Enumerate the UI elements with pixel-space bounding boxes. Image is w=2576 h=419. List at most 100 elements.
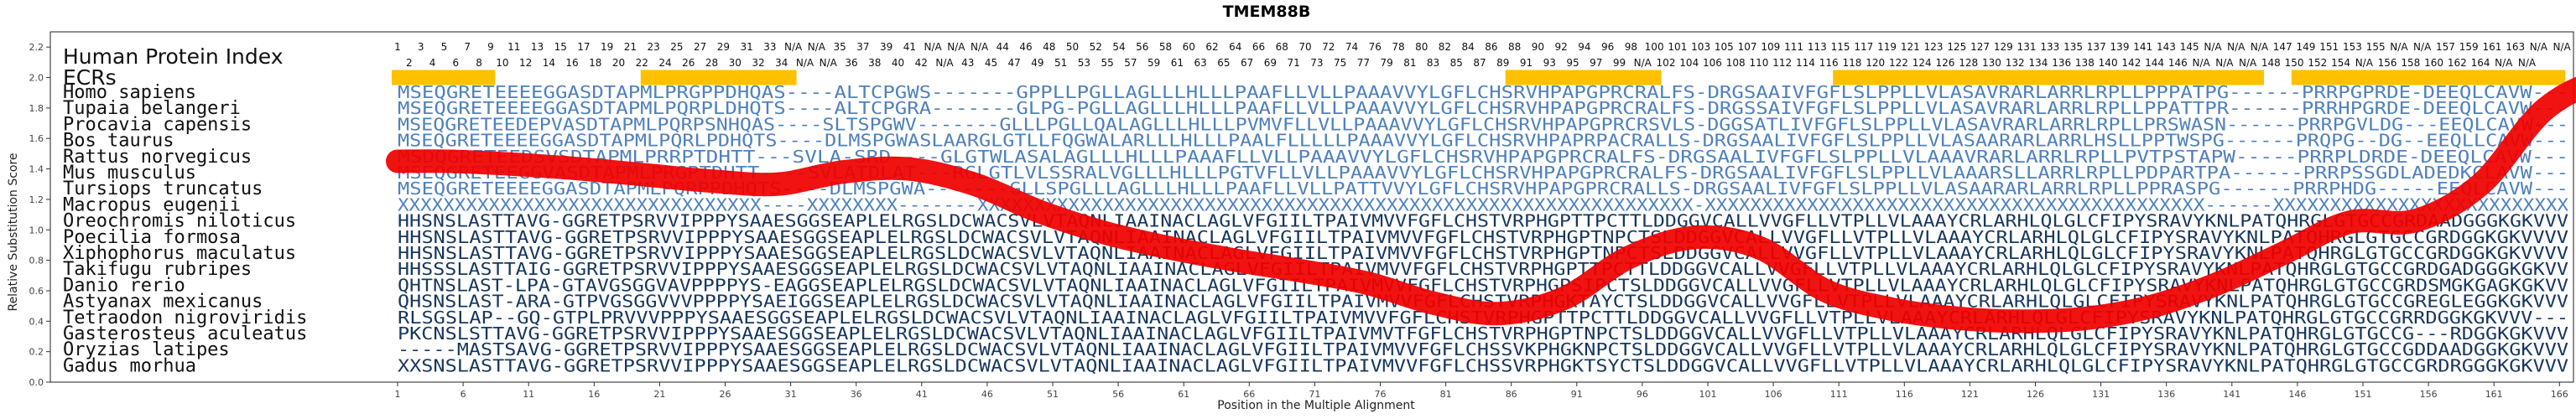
x-tick-label: 41 xyxy=(916,389,928,400)
human-index-number: N/A xyxy=(2553,41,2572,53)
human-index-number: 89 xyxy=(1496,57,1509,69)
human-index-number: 62 xyxy=(1205,41,1218,53)
species-name: Poecilia formosa xyxy=(63,227,241,248)
human-index-number: 150 xyxy=(2285,57,2304,69)
human-index-number: 126 xyxy=(1935,57,1954,69)
human-index-number: 136 xyxy=(2052,57,2071,69)
human-index-number: 140 xyxy=(2099,57,2118,69)
human-index-number: N/A xyxy=(947,41,965,53)
substitution-curve xyxy=(386,76,2576,334)
human-index-number: N/A xyxy=(2518,57,2537,69)
human-index-number: 55 xyxy=(1101,57,1114,69)
y-tick-label: 1.6 xyxy=(29,133,44,144)
human-index-number: 134 xyxy=(2028,57,2048,69)
human-index-number: 5 xyxy=(441,41,448,53)
human-index-number: 111 xyxy=(1784,41,1803,53)
x-tick-label: 11 xyxy=(523,389,534,400)
human-index-number: 96 xyxy=(1601,41,1614,53)
species-name: Oryzias latipes xyxy=(63,339,230,360)
plot-axes xyxy=(49,31,2574,383)
human-index-number: 95 xyxy=(1566,57,1579,69)
human-index-number: 34 xyxy=(775,57,788,69)
x-tick-label: 1 xyxy=(395,389,401,400)
human-index-number: 75 xyxy=(1334,57,1346,69)
species-name: Danio rerio xyxy=(63,275,185,296)
human-index-number: 80 xyxy=(1415,41,1428,53)
human-index-number: 79 xyxy=(1380,57,1392,69)
human-index-number: 117 xyxy=(1854,41,1873,53)
human-index-number: 104 xyxy=(1679,57,1699,69)
human-index-number: 18 xyxy=(589,57,601,69)
x-tick-label: 106 xyxy=(1765,389,1782,400)
human-index-number: 9 xyxy=(487,41,494,53)
species-name: Gadus morhua xyxy=(63,355,196,376)
human-index-number: 58 xyxy=(1159,41,1172,53)
x-tick-label: 21 xyxy=(653,389,665,400)
human-index-number: 21 xyxy=(624,41,637,53)
human-index-number: 128 xyxy=(1959,57,1978,69)
x-tick-label: 161 xyxy=(2485,389,2503,400)
human-index-number: 129 xyxy=(1994,41,2013,53)
x-tick-label: 66 xyxy=(1243,389,1255,400)
human-index-number: 4 xyxy=(429,57,436,69)
sequence-alignment: Homo sapiens MSEQGRETEEEEGGASDTAPMLPRGPPD… xyxy=(63,82,2568,376)
human-index-number: 73 xyxy=(1310,57,1323,69)
human-index-number: 46 xyxy=(1019,41,1032,53)
human-index-number: 6 xyxy=(453,57,460,69)
human-index-number: 141 xyxy=(2133,41,2152,53)
human-index-number: 11 xyxy=(507,41,520,53)
human-index-number: 10 xyxy=(496,57,508,69)
human-index-number: 160 xyxy=(2424,57,2443,69)
species-name: Tursiops truncatus xyxy=(63,178,263,199)
species-name: Procavia capensis xyxy=(63,114,252,135)
species-sequence: HHSNSLASTTAVG-GGRETPSRVVIPPPYSAAESGGSEAP… xyxy=(398,243,2568,263)
species-sequence: HHSNSLASTTAVG-GGRETPSRVVIPPPYSAAESGGSEAP… xyxy=(398,227,2568,247)
human-index-number: 125 xyxy=(1947,41,1966,53)
human-index-number: 97 xyxy=(1590,57,1602,69)
human-index-number: N/A xyxy=(2204,41,2222,53)
ecr-bar xyxy=(392,70,496,85)
human-index-number: 137 xyxy=(2087,41,2106,53)
human-index-number: 30 xyxy=(729,57,742,69)
chart-title: TMEM88B xyxy=(1223,3,1311,21)
species-name: Oreochromis niloticus xyxy=(63,211,296,232)
species-name: Astyanax mexicanus xyxy=(63,292,263,313)
human-index-number: 71 xyxy=(1287,57,1299,69)
human-index-number: 32 xyxy=(752,57,764,69)
human-index-number: N/A xyxy=(971,41,989,53)
human-index-number: 132 xyxy=(2006,57,2025,69)
human-index-number: 92 xyxy=(1555,41,1568,53)
human-index-number: N/A xyxy=(2495,57,2513,69)
human-index-number: N/A xyxy=(924,41,942,53)
human-index-number: 1 xyxy=(394,41,401,53)
x-tick-label: 116 xyxy=(1896,389,1913,400)
human-index-number: 27 xyxy=(694,41,706,53)
human-index-number: 121 xyxy=(1901,41,1920,53)
x-tick-label: 46 xyxy=(981,389,993,400)
y-tick-label: 2.2 xyxy=(29,42,44,53)
human-index-number: 48 xyxy=(1043,41,1055,53)
human-index-number: 72 xyxy=(1322,41,1335,53)
x-tick-label: 36 xyxy=(851,389,862,400)
y-tick-label: 0.0 xyxy=(29,377,44,388)
human-index-number: 127 xyxy=(1970,41,1990,53)
human-index-number: 26 xyxy=(682,57,695,69)
human-index-number: 154 xyxy=(2331,57,2350,69)
y-tick-label: 0.6 xyxy=(29,286,44,297)
human-index-number: 51 xyxy=(1054,57,1067,69)
species-sequence: MSEQGRETEEDEPVASDTAPMLPQRPSNHQAS----SLTS… xyxy=(398,114,2568,134)
human-index-number: 102 xyxy=(1657,57,1676,69)
human-index-number: 19 xyxy=(601,41,613,53)
human-index-number: 50 xyxy=(1066,41,1079,53)
x-tick-label: 151 xyxy=(2355,389,2372,400)
species-name: Macropus eugenii xyxy=(63,194,241,215)
human-index-number: 13 xyxy=(531,41,544,53)
human-index-number: 119 xyxy=(1877,41,1897,53)
human-index-number: 41 xyxy=(903,41,916,53)
x-tick-label: 126 xyxy=(2027,389,2044,400)
human-index-number: 112 xyxy=(1772,57,1792,69)
human-index-number: 161 xyxy=(2482,41,2501,53)
human-index-number: 81 xyxy=(1403,57,1416,69)
human-index-number: N/A xyxy=(935,57,954,69)
y-axis-label: Relative Substitution Score xyxy=(7,153,20,311)
